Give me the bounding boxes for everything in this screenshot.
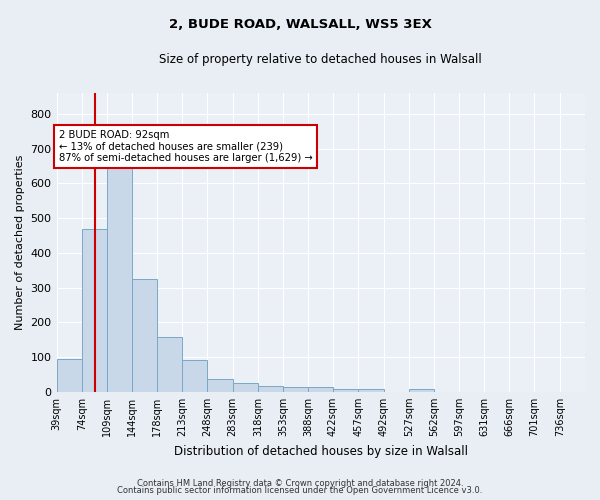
Bar xyxy=(409,390,434,392)
Text: 2, BUDE ROAD, WALSALL, WS5 3EX: 2, BUDE ROAD, WALSALL, WS5 3EX xyxy=(169,18,431,30)
Text: 2 BUDE ROAD: 92sqm
← 13% of detached houses are smaller (239)
87% of semi-detach: 2 BUDE ROAD: 92sqm ← 13% of detached hou… xyxy=(59,130,313,162)
Bar xyxy=(133,279,157,392)
Bar xyxy=(107,168,133,392)
Text: Contains public sector information licensed under the Open Government Licence v3: Contains public sector information licen… xyxy=(118,486,482,495)
Bar xyxy=(233,384,258,392)
Text: Contains HM Land Registry data © Crown copyright and database right 2024.: Contains HM Land Registry data © Crown c… xyxy=(137,478,463,488)
Bar xyxy=(182,360,208,392)
Bar xyxy=(358,388,383,392)
Bar xyxy=(258,386,283,392)
X-axis label: Distribution of detached houses by size in Walsall: Distribution of detached houses by size … xyxy=(174,444,468,458)
Bar xyxy=(208,378,233,392)
Bar xyxy=(157,338,182,392)
Bar xyxy=(82,228,107,392)
Bar xyxy=(283,387,308,392)
Bar xyxy=(308,388,333,392)
Title: Size of property relative to detached houses in Walsall: Size of property relative to detached ho… xyxy=(160,52,482,66)
Y-axis label: Number of detached properties: Number of detached properties xyxy=(15,154,25,330)
Bar xyxy=(333,388,358,392)
Bar xyxy=(56,359,82,392)
